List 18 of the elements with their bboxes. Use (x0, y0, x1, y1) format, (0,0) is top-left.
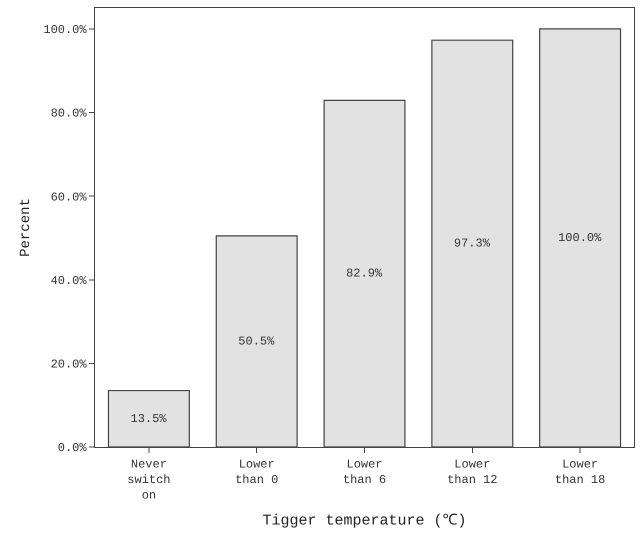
x-tick-label: Lower than 6 (342, 457, 386, 487)
x-tick-label: Lower than 12 (447, 457, 498, 487)
y-tick-label: 100.0% (43, 23, 88, 38)
data-label: 13.5% (130, 412, 168, 426)
x-tick-label: Lower than 0 (235, 457, 278, 487)
y-tick-label: 0.0% (58, 441, 88, 456)
y-tick-label: 20.0% (50, 358, 88, 372)
y-tick-label: 40.0% (50, 274, 88, 288)
data-label: 100.0% (558, 230, 602, 245)
data-label: 97.3% (454, 236, 491, 251)
y-axis-title: Percent (18, 198, 34, 257)
data-label: 50.5% (238, 334, 276, 348)
y-tick-label: 60.0% (50, 190, 88, 204)
data-label: 82.9% (346, 266, 383, 281)
x-tick-label: Lower than 18 (554, 457, 606, 487)
x-tick-label: Never switch on (127, 457, 171, 503)
y-tick-label: 80.0% (50, 106, 88, 121)
x-axis-title: Tigger temperature (℃) (262, 512, 467, 530)
